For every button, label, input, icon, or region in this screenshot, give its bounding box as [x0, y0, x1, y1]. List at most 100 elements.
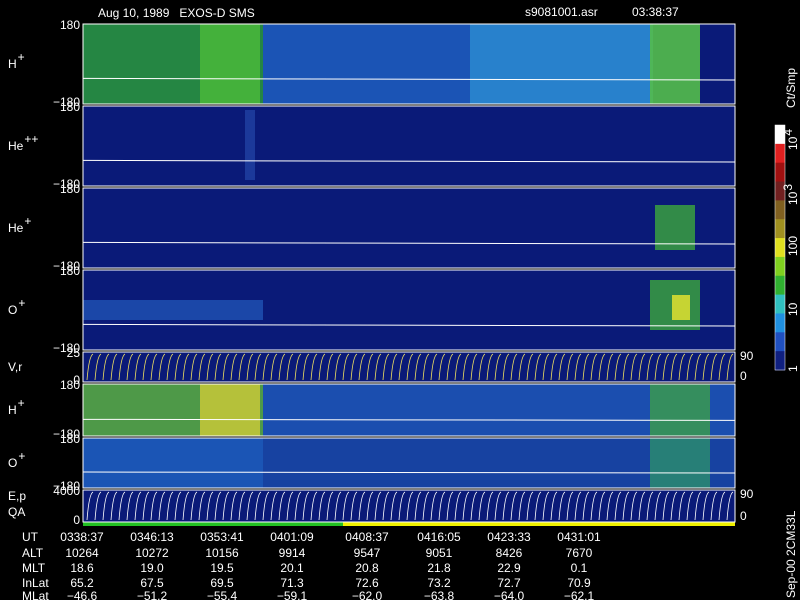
colorbar-step [775, 256, 785, 277]
table-cell: −62.0 [352, 589, 383, 600]
pitch-trace [350, 353, 358, 381]
pitch-trace [510, 491, 518, 521]
pitch-trace [390, 491, 398, 521]
table-cell: −62.1 [564, 589, 595, 600]
pitch-trace [94, 353, 102, 381]
pitch-trace [294, 353, 302, 381]
y-tick-label: 4000 [53, 484, 80, 498]
table-cell: 0346:13 [130, 530, 174, 544]
spectrogram-region [655, 205, 695, 250]
pitch-trace [262, 353, 270, 381]
panel-label: O [8, 456, 17, 470]
pitch-trace [230, 491, 238, 521]
panel-charge: + [18, 296, 25, 310]
panel-frame [82, 23, 736, 105]
table-cell: 10156 [205, 546, 239, 560]
pitch-trace [262, 491, 270, 521]
colorbar-step [775, 294, 785, 314]
pitch-trace [150, 353, 158, 381]
pitch-trace [286, 353, 294, 381]
pitch-trace [710, 491, 718, 521]
pitch-trace [670, 353, 678, 381]
pitch-trace [550, 353, 558, 381]
pitch-trace [518, 491, 526, 521]
pitch-trace [534, 491, 542, 521]
pitch-trace [702, 491, 710, 521]
pitch-trace [94, 491, 102, 521]
colorbar-step [775, 143, 785, 164]
colorbar-step [775, 181, 785, 201]
table-cell: 0401:09 [270, 530, 314, 544]
rotated-label: Sep-00 2CM33L [784, 510, 798, 598]
trace-line [82, 159, 736, 163]
pitch-trace [606, 353, 614, 381]
colorbar-step [775, 219, 785, 239]
pitch-trace [422, 353, 430, 381]
pitch-trace [566, 353, 574, 381]
pitch-trace [598, 491, 606, 521]
colorbar-step [775, 275, 785, 296]
pitch-trace [566, 491, 574, 521]
footer-note: Sep-00 2CM33L [784, 510, 798, 598]
table-cell: 0408:37 [345, 530, 389, 544]
pitch-trace [646, 353, 654, 381]
spectrogram-region [83, 300, 263, 320]
pitch-trace [238, 491, 246, 521]
rotated-label: 104 [781, 129, 800, 150]
spectrogram-region [650, 384, 710, 436]
colorbar-label: 1 [786, 365, 800, 372]
pitch-trace [422, 491, 430, 521]
table-cell: 71.3 [280, 576, 304, 590]
file-name: s9081001.asr [525, 5, 598, 19]
y-tick-label: 0 [73, 513, 80, 527]
pitch-trace [590, 491, 598, 521]
qa-bar-good [83, 522, 343, 526]
pitch-trace [326, 491, 334, 521]
pitch-trace [366, 353, 374, 381]
table-cell: 22.9 [497, 561, 521, 575]
pitch-trace [574, 491, 582, 521]
table-cell: −55.4 [207, 589, 238, 600]
colorbar-step [775, 238, 785, 258]
panel-background [83, 106, 735, 186]
pitch-trace [342, 491, 350, 521]
trace-line [82, 77, 736, 81]
y-tick-label: 180 [60, 18, 80, 32]
pitch-trace [206, 491, 214, 521]
right-tick-label: 0 [740, 369, 747, 383]
trace-line [82, 241, 736, 245]
pitch-trace [534, 353, 542, 381]
pitch-trace [502, 353, 510, 381]
pitch-trace [438, 353, 446, 381]
y-tick-label: −180 [53, 95, 80, 109]
pitch-trace [206, 353, 214, 381]
pitch-trace [454, 353, 462, 381]
pitch-trace [646, 491, 654, 521]
panel-label: O [8, 303, 17, 317]
colorbar-label: 100 [786, 236, 800, 256]
pitch-trace [486, 353, 494, 381]
pitch-trace [374, 353, 382, 381]
colorbar-step [775, 200, 785, 220]
colorbar-step [775, 313, 785, 333]
panel-charge: ++ [24, 132, 38, 146]
pitch-trace [718, 491, 726, 521]
colorbar-title: Ct/Smp [784, 68, 798, 108]
pitch-trace [726, 491, 734, 521]
pitch-trace [502, 491, 510, 521]
table-cell: 0338:37 [60, 530, 104, 544]
pitch-trace [686, 353, 694, 381]
y-tick-label: 0 [73, 373, 80, 387]
colorbar-step [775, 332, 785, 352]
spectrogram-region [83, 438, 263, 488]
y-tick-label: −180 [53, 259, 80, 273]
panel-background [83, 490, 735, 522]
panel-label: He [8, 139, 24, 153]
pitch-trace [446, 491, 454, 521]
time: 03:38:37 [632, 5, 679, 19]
pitch-trace [654, 353, 662, 381]
pitch-trace [470, 491, 478, 521]
table-cell: 69.5 [210, 576, 234, 590]
table-cell: 70.9 [567, 576, 591, 590]
table-cell: −59.1 [277, 589, 308, 600]
